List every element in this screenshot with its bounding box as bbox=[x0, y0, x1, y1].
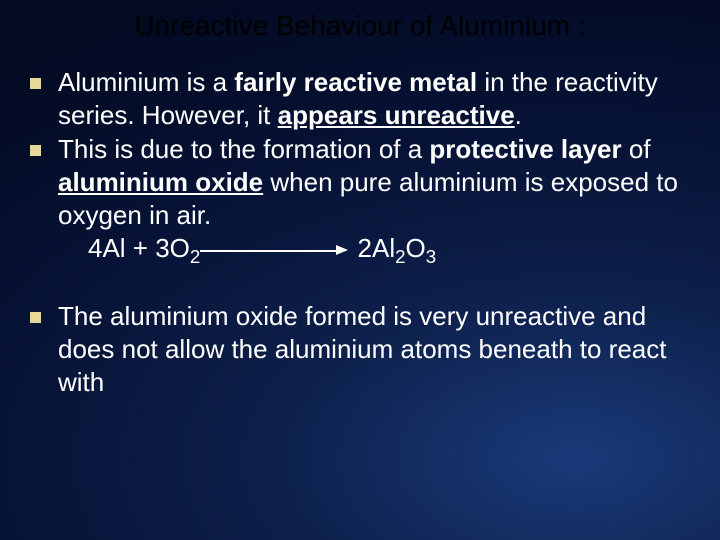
slide-title: Unreactive Behaviour of Aluminium : bbox=[10, 8, 710, 42]
equation: 4Al + 3O2 2Al2O3 bbox=[58, 232, 704, 265]
slide: Unreactive Behaviour of Aluminium : Alum… bbox=[0, 0, 720, 540]
list-item: This is due to the formation of a protec… bbox=[28, 133, 704, 266]
list-item: The aluminium oxide formed is very unrea… bbox=[28, 300, 704, 400]
bullet-list: Aluminium is a fairly reactive metal in … bbox=[10, 66, 710, 399]
list-item: Aluminium is a fairly reactive metal in … bbox=[28, 66, 704, 133]
